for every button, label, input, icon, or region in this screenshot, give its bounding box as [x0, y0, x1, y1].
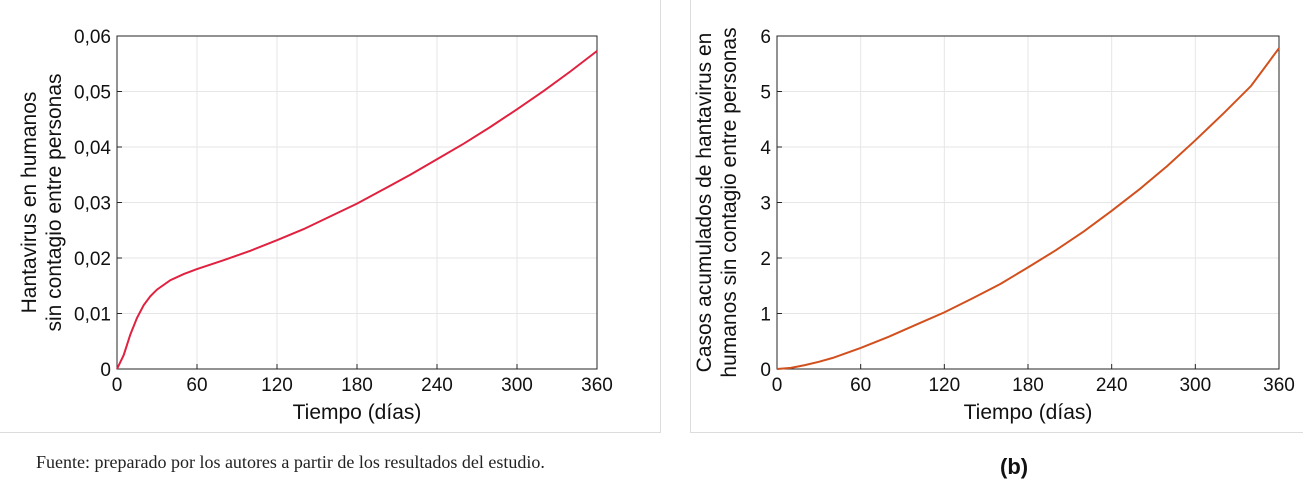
- y-tick-label: 0,01: [74, 305, 111, 326]
- y-tick-label: 5: [760, 83, 771, 104]
- x-tick-label: 180: [1012, 375, 1044, 396]
- x-tick-label: 360: [1263, 375, 1295, 396]
- chart-panel-b: 0 60 120 180 240 300 360 0 1 2 3 4 5 6 Tiempo (días) Ca…: [690, 0, 1303, 433]
- y-tick-label: 2: [760, 249, 771, 270]
- y-tick-label: 0,05: [74, 83, 111, 104]
- x-axis-label: Tiempo (días): [293, 401, 422, 424]
- y-tick-label: 0,02: [74, 249, 111, 270]
- x-axis-label: Tiempo (días): [964, 401, 1093, 424]
- y-tick-label: 4: [760, 138, 771, 159]
- x-tick-label: 180: [341, 375, 373, 396]
- chart-a-svg: 0 60 120 180 240 300 360 0 0,01 0,02 0,03 0,04 0,05 0…: [18, 27, 613, 424]
- chart-panel-a: 0 60 120 180 240 300 360 0 0,01 0,02 0,03 0,04 0,05 0…: [0, 0, 661, 433]
- x-tick-label: 60: [850, 375, 871, 396]
- panel-b-label: (b): [1000, 454, 1029, 479]
- x-tick-label: 240: [1096, 375, 1128, 396]
- y-axis-label-line: humanos sin contagio entre personas: [718, 27, 741, 377]
- y-tick-label: 3: [760, 194, 771, 215]
- x-tick-label: 120: [261, 375, 293, 396]
- series-line: [776, 47, 1280, 370]
- source-note: Fuente: preparado por los autores a part…: [36, 452, 545, 472]
- y-tick-label: 0,04: [74, 138, 111, 159]
- x-tick-label: 60: [186, 375, 207, 396]
- chart-b-svg: 0 60 120 180 240 300 360 0 1 2 3 4 5 6 Tiempo (días) Ca…: [693, 27, 1295, 424]
- x-tick-label: 0: [112, 375, 123, 396]
- x-tick-label: 120: [928, 375, 960, 396]
- y-axis-label-line: sin contagio entre personas: [43, 74, 66, 332]
- y-tick-label: 1: [760, 305, 771, 326]
- y-tick-label: 0: [100, 360, 111, 381]
- x-tick-label: 0: [772, 375, 783, 396]
- series-line: [116, 50, 598, 370]
- x-tick-label: 300: [1179, 375, 1211, 396]
- y-tick-label: 0,03: [74, 194, 111, 215]
- y-tick-label: 0,06: [74, 27, 111, 48]
- y-tick-label: 0: [760, 360, 771, 381]
- x-tick-label: 360: [581, 375, 613, 396]
- y-tick-label: 6: [760, 27, 771, 48]
- x-tick-label: 240: [421, 375, 453, 396]
- x-tick-label: 300: [501, 375, 533, 396]
- y-axis-label-line: Hantavirus en humanos: [18, 92, 41, 314]
- y-axis-label-line: Casos acumulados de hantavirus en: [693, 33, 716, 373]
